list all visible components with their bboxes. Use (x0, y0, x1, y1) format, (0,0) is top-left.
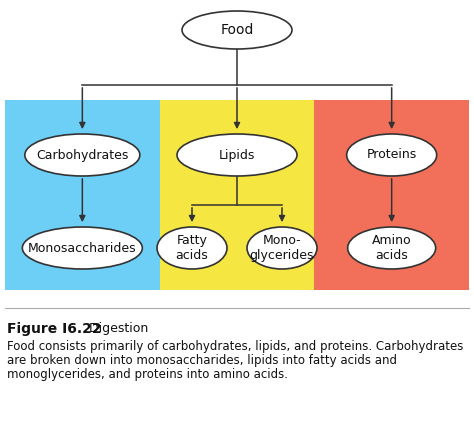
Text: Digestion: Digestion (85, 322, 148, 335)
Text: Amino
acids: Amino acids (372, 234, 411, 262)
Ellipse shape (22, 227, 142, 269)
Text: Lipids: Lipids (219, 148, 255, 162)
Ellipse shape (346, 134, 437, 176)
Text: Proteins: Proteins (366, 148, 417, 162)
Text: Figure I6.22: Figure I6.22 (7, 322, 101, 336)
Bar (314, 100, 469, 290)
Ellipse shape (177, 134, 297, 176)
Ellipse shape (347, 227, 436, 269)
Ellipse shape (25, 134, 140, 176)
Text: Food: Food (220, 23, 254, 37)
Bar (5, 100, 160, 290)
Text: monoglycerides, and proteins into amino acids.: monoglycerides, and proteins into amino … (7, 368, 288, 381)
Text: are broken down into monosaccharides, lipids into fatty acids and: are broken down into monosaccharides, li… (7, 354, 397, 367)
Ellipse shape (247, 227, 317, 269)
Text: Mono-
glycerides: Mono- glycerides (250, 234, 314, 262)
Text: Food consists primarily of carbohydrates, lipids, and proteins. Carbohydrates: Food consists primarily of carbohydrates… (7, 340, 464, 353)
Ellipse shape (157, 227, 227, 269)
Bar (160, 100, 314, 290)
Text: Monosaccharides: Monosaccharides (28, 242, 137, 255)
Text: Carbohydrates: Carbohydrates (36, 148, 128, 162)
Text: Fatty
acids: Fatty acids (176, 234, 209, 262)
Ellipse shape (182, 11, 292, 49)
